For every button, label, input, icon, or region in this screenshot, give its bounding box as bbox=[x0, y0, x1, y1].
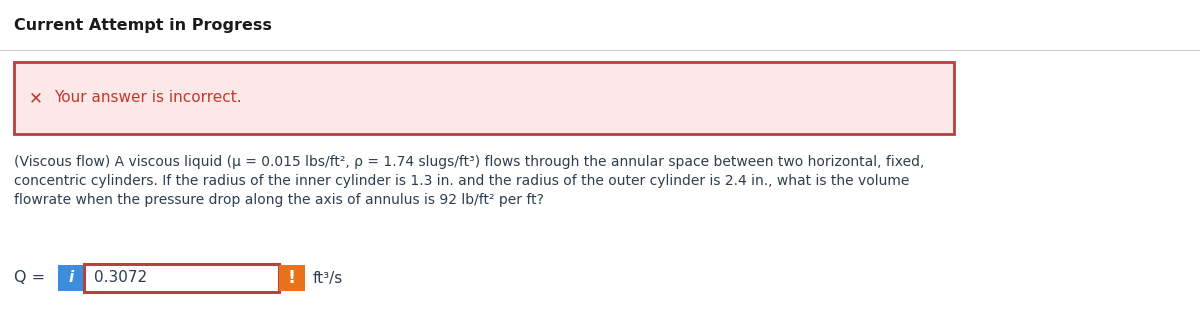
Text: Q =: Q = bbox=[14, 271, 50, 285]
Text: flowrate when the pressure drop along the axis of annulus is 92 lb/ft² per ft?: flowrate when the pressure drop along th… bbox=[14, 193, 544, 207]
Text: ft³/s: ft³/s bbox=[313, 271, 343, 285]
Text: Current Attempt in Progress: Current Attempt in Progress bbox=[14, 18, 272, 33]
Text: Your answer is incorrect.: Your answer is incorrect. bbox=[54, 91, 241, 105]
Text: !: ! bbox=[288, 269, 296, 287]
Bar bbox=[84, 264, 278, 292]
Text: 0.3072: 0.3072 bbox=[94, 271, 148, 285]
Text: concentric cylinders. If the radius of the inner cylinder is 1.3 in. and the rad: concentric cylinders. If the radius of t… bbox=[14, 174, 910, 188]
Text: ✕: ✕ bbox=[29, 89, 43, 107]
Text: i: i bbox=[68, 271, 73, 285]
Bar bbox=[278, 265, 305, 291]
Text: (Viscous flow) A viscous liquid (μ = 0.015 lbs/ft², ρ = 1.74 slugs/ft³) flows th: (Viscous flow) A viscous liquid (μ = 0.0… bbox=[14, 155, 924, 169]
Bar bbox=[14, 62, 954, 134]
Bar bbox=[58, 265, 84, 291]
